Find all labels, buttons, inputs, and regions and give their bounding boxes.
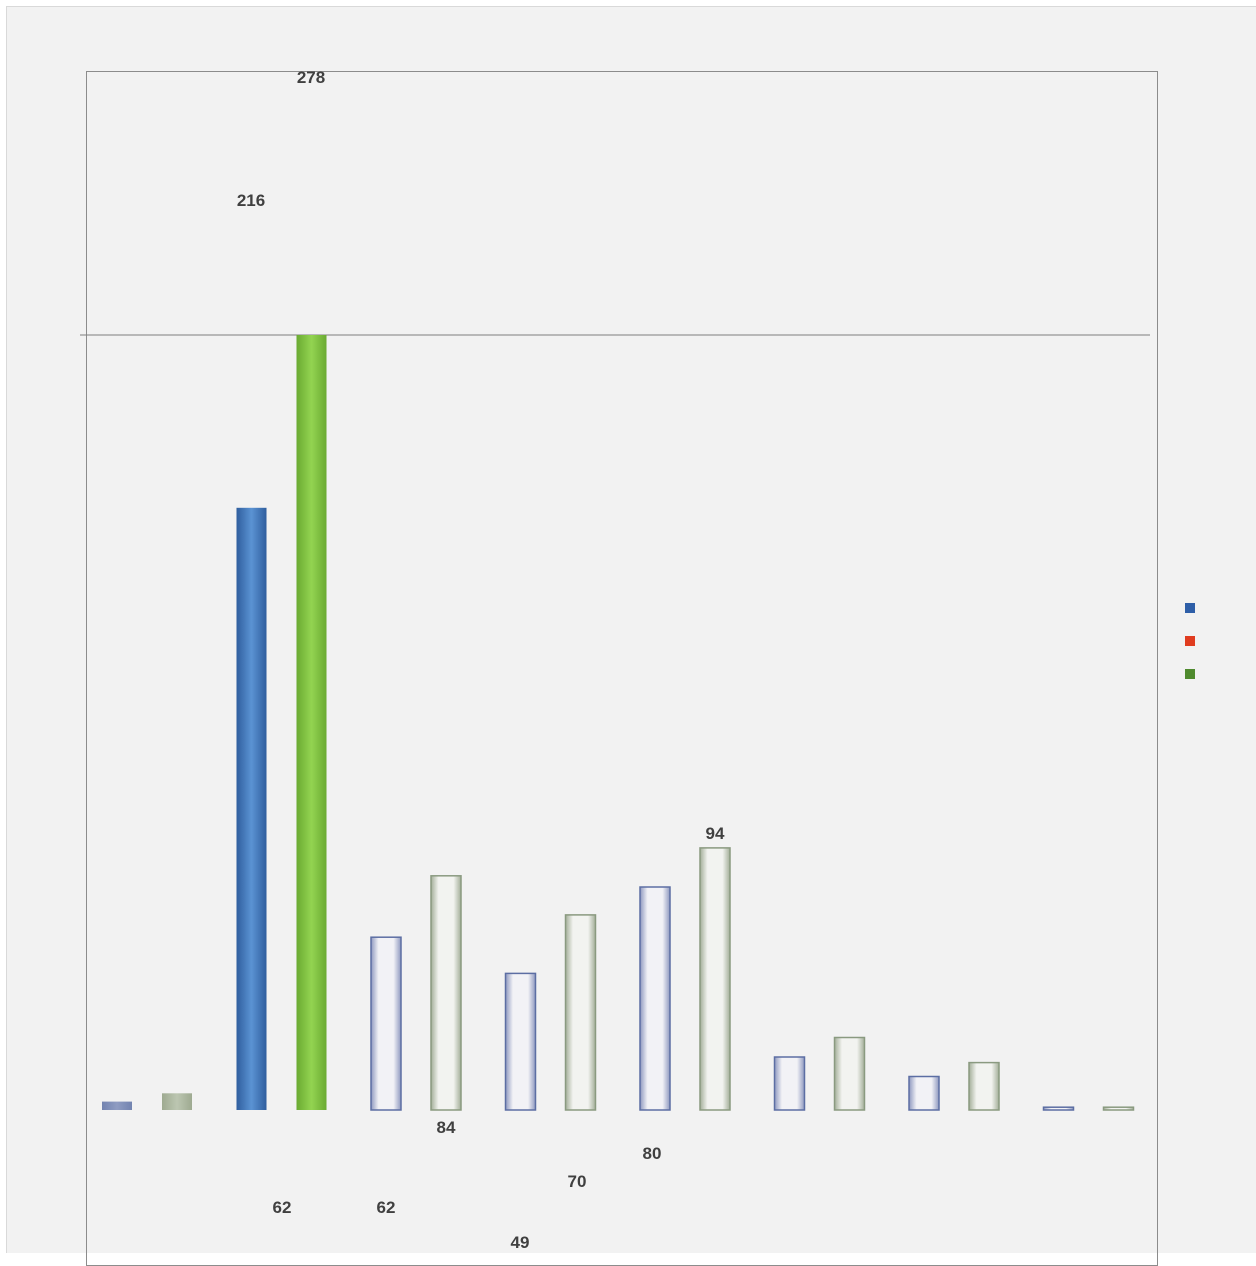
legend-swatch-3 [1185,669,1195,679]
bar-series-2-group-5 [699,847,731,1111]
bar-series-2-group-3 [430,875,462,1111]
data-label: 49 [511,1233,530,1252]
data-label: 62 [377,1198,396,1217]
data-label: 80 [643,1144,662,1163]
data-label: 216 [237,191,265,210]
bar-series-2-group-1 [162,1093,192,1110]
data-label: 94 [706,824,725,843]
bar-series-1-group-3 [370,936,402,1111]
legend [1185,603,1195,679]
data-label: 70 [568,1172,587,1191]
bar-series-2-group-8 [1102,1106,1135,1111]
bar-series-1-group-2 [236,507,267,1110]
bars [102,335,1135,1111]
bar-series-2-group-6 [833,1036,866,1111]
bar-series-1-group-7 [908,1075,940,1111]
chart-area [6,6,1256,1266]
data-label: 278 [297,68,325,87]
bar-series-1-group-8 [1042,1106,1075,1111]
bar-series-1-group-6 [773,1056,806,1111]
legend-swatch-2 [1185,636,1195,646]
bar-series-2-group-7 [968,1061,1000,1111]
bar-series-1-group-4 [504,972,537,1111]
data-label: 84 [437,1118,456,1137]
bar-series-2-group-4 [564,914,597,1111]
data-label: 62 [273,1198,292,1217]
bar-series-1-group-5 [639,886,671,1111]
bar-series-2-group-2 [296,335,327,1110]
data-labels: 278 216 94 84 80 70 62 62 49 [237,68,725,1252]
bar-series-1-group-1 [102,1101,132,1110]
legend-swatch-1 [1185,603,1195,613]
